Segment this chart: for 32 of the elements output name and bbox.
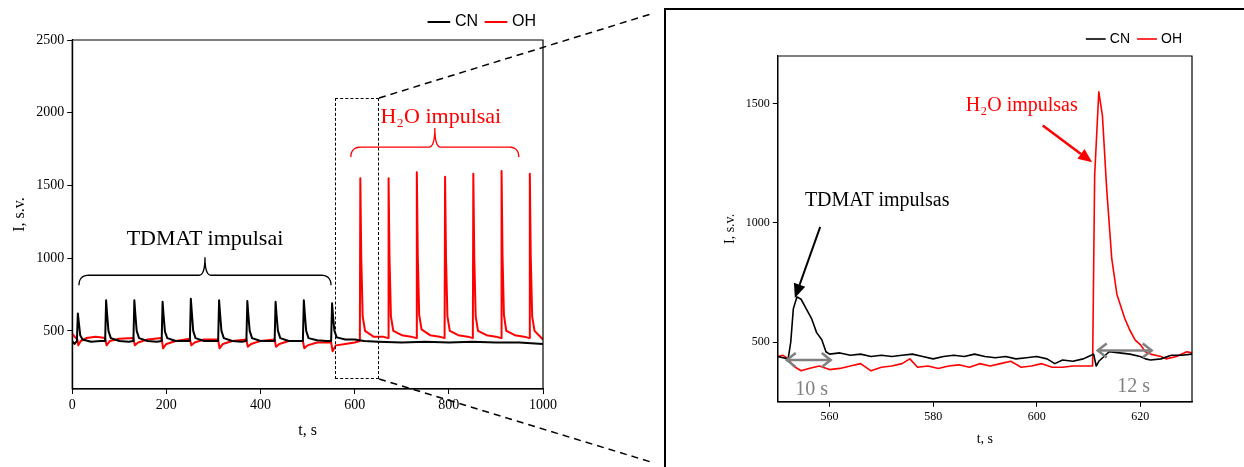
x-tick-label: 0: [68, 397, 76, 413]
x-tick-label: 600: [344, 397, 366, 413]
legend-label: OH: [1161, 29, 1182, 46]
x-tick-label: 1000: [529, 397, 557, 413]
x-tick-label: 620: [1131, 409, 1150, 424]
legend-label: OH: [512, 12, 536, 30]
y-axis-title: I, s.v.: [9, 197, 27, 232]
x-axis-title: t, s: [976, 431, 994, 447]
x-tick-label: 560: [820, 409, 839, 424]
annotation: 10 s: [795, 377, 829, 400]
x-tick-label: 800: [438, 397, 460, 413]
y-tick-label: 1000: [745, 215, 770, 230]
y-tick-label: 2000: [36, 104, 65, 120]
y-tick-label: 1500: [36, 177, 65, 193]
x-tick-label: 600: [1027, 409, 1046, 424]
x-axis-title: t, s: [298, 420, 317, 438]
x-tick-label: 580: [924, 409, 943, 424]
annotation: TDMAT impulsai: [126, 225, 284, 251]
y-tick-label: 1500: [745, 95, 770, 110]
y-axis-title: I, s.v.: [722, 213, 738, 244]
annotation: H₂O impulsas: [965, 92, 1078, 116]
y-tick-label: 500: [43, 322, 65, 338]
annotation: 12 s: [1117, 373, 1151, 396]
x-tick-label: 400: [250, 397, 272, 413]
y-tick-label: 500: [751, 334, 770, 349]
annotation: H₂O impulsai: [380, 102, 502, 128]
annotation: TDMAT impulsas: [804, 188, 950, 212]
y-tick-label: 2500: [36, 31, 65, 47]
legend-label: CN: [454, 12, 478, 30]
x-tick-label: 200: [155, 397, 177, 413]
y-tick-label: 1000: [36, 249, 65, 265]
legend-label: CN: [1109, 29, 1131, 46]
